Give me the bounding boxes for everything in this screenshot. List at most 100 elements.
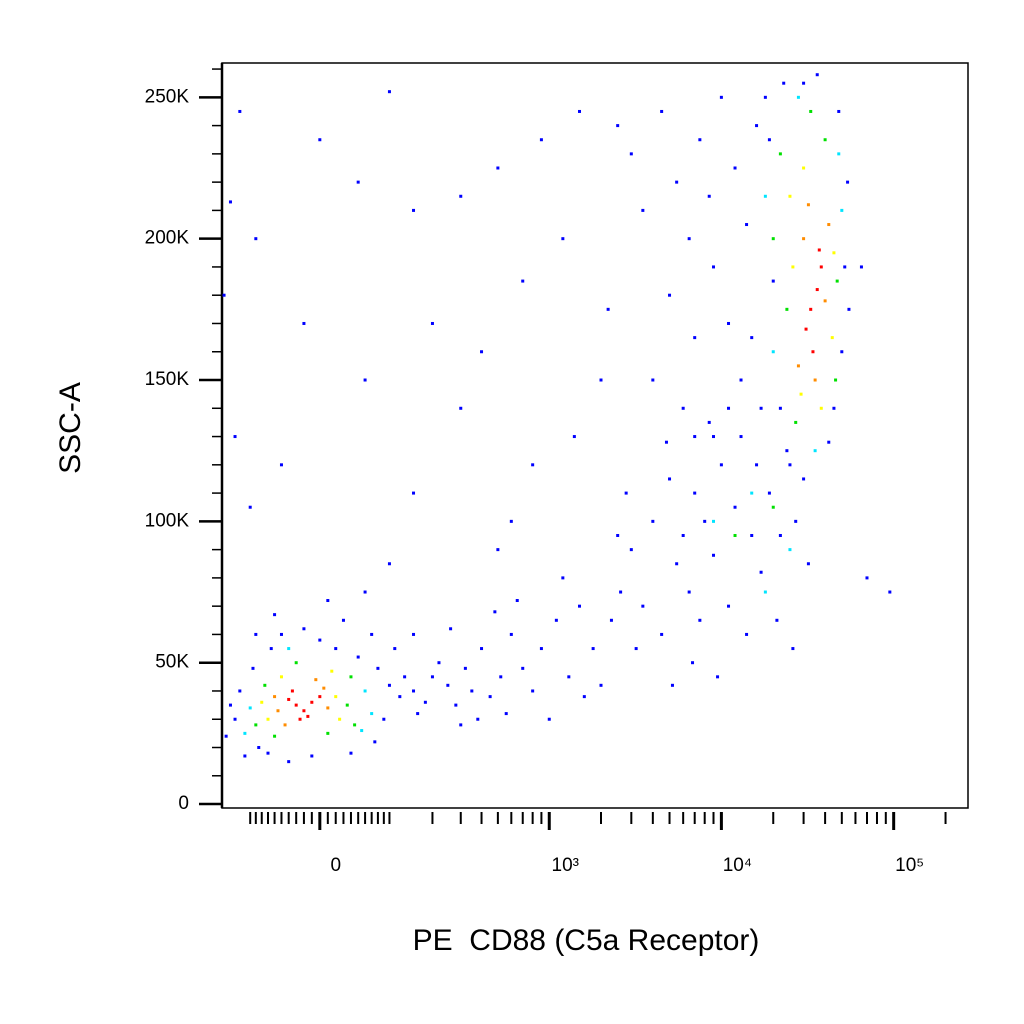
- x-tick-label: 10⁴: [723, 855, 752, 876]
- data-point: [755, 124, 759, 128]
- data-point: [806, 562, 810, 566]
- data-point: [763, 194, 767, 198]
- data-point: [363, 378, 367, 382]
- data-point: [703, 519, 707, 523]
- data-point: [840, 208, 844, 212]
- data-point: [412, 632, 416, 636]
- data-point: [771, 350, 775, 354]
- data-point: [531, 463, 535, 467]
- data-point: [251, 666, 255, 670]
- data-point: [693, 435, 697, 439]
- data-point: [430, 675, 434, 679]
- data-point: [745, 223, 749, 227]
- data-point: [276, 709, 280, 713]
- data-point: [393, 647, 397, 651]
- data-point: [302, 321, 306, 325]
- data-point: [449, 627, 453, 631]
- data-point: [733, 533, 737, 537]
- data-point: [739, 435, 743, 439]
- data-point: [539, 647, 543, 651]
- data-point: [817, 248, 821, 252]
- data-point: [660, 632, 664, 636]
- data-point: [716, 675, 720, 679]
- data-point: [561, 576, 565, 580]
- data-point: [698, 138, 702, 142]
- data-point: [767, 138, 771, 142]
- data-point: [835, 279, 839, 283]
- data-point: [387, 562, 391, 566]
- data-point: [341, 618, 345, 622]
- data-point: [463, 666, 467, 670]
- data-point: [609, 618, 613, 622]
- data-point: [531, 689, 535, 693]
- data-point: [459, 723, 463, 727]
- data-point: [338, 717, 342, 721]
- data-point: [634, 647, 638, 651]
- data-point: [791, 265, 795, 269]
- data-point: [273, 695, 277, 699]
- x-tick-label: 10³: [552, 855, 579, 876]
- data-point: [480, 350, 484, 354]
- data-point: [788, 463, 792, 467]
- data-point: [412, 689, 416, 693]
- data-point: [398, 695, 402, 699]
- data-point: [802, 237, 806, 241]
- x-tick-label: 10⁵: [895, 855, 924, 876]
- data-point: [802, 166, 806, 170]
- data-point: [233, 435, 237, 439]
- data-point: [412, 491, 416, 495]
- data-point: [496, 548, 500, 552]
- data-point: [248, 706, 252, 710]
- data-point: [767, 491, 771, 495]
- data-point: [283, 723, 287, 727]
- data-point: [279, 463, 283, 467]
- data-point: [476, 717, 480, 721]
- data-point: [470, 689, 474, 693]
- data-point: [567, 675, 571, 679]
- data-point: [755, 463, 759, 467]
- data-point: [788, 194, 792, 198]
- data-point: [266, 717, 270, 721]
- data-point: [382, 717, 386, 721]
- data-point: [616, 533, 620, 537]
- data-point: [238, 689, 242, 693]
- y-tick-label: 50K: [155, 652, 189, 673]
- data-point: [813, 449, 817, 453]
- data-point: [263, 683, 267, 687]
- data-point: [446, 683, 450, 687]
- data-point: [727, 604, 731, 608]
- data-point: [675, 180, 679, 184]
- data-point: [578, 604, 582, 608]
- data-point: [273, 734, 277, 738]
- data-point: [809, 307, 813, 311]
- data-point: [254, 723, 258, 727]
- data-point: [785, 449, 789, 453]
- data-point: [719, 463, 723, 467]
- data-point: [521, 279, 525, 283]
- data-point: [539, 138, 543, 142]
- data-point: [572, 435, 576, 439]
- data-point: [778, 152, 782, 156]
- data-point: [387, 90, 391, 94]
- data-point: [819, 406, 823, 410]
- data-point: [687, 237, 691, 241]
- data-point: [750, 491, 754, 495]
- data-point: [832, 406, 836, 410]
- y-axis-title: SSC-A: [54, 382, 87, 474]
- data-point: [712, 265, 716, 269]
- data-point: [488, 695, 492, 699]
- data-point: [763, 590, 767, 594]
- data-point: [254, 237, 258, 241]
- data-point: [693, 336, 697, 340]
- data-point: [606, 307, 610, 311]
- data-point: [664, 440, 668, 444]
- data-point: [254, 632, 258, 636]
- data-point: [233, 717, 237, 721]
- data-point: [813, 378, 817, 382]
- data-point: [641, 604, 645, 608]
- data-point: [290, 689, 294, 693]
- data-point: [248, 505, 252, 509]
- data-point: [624, 491, 628, 495]
- data-point: [260, 700, 264, 704]
- data-point: [832, 251, 836, 255]
